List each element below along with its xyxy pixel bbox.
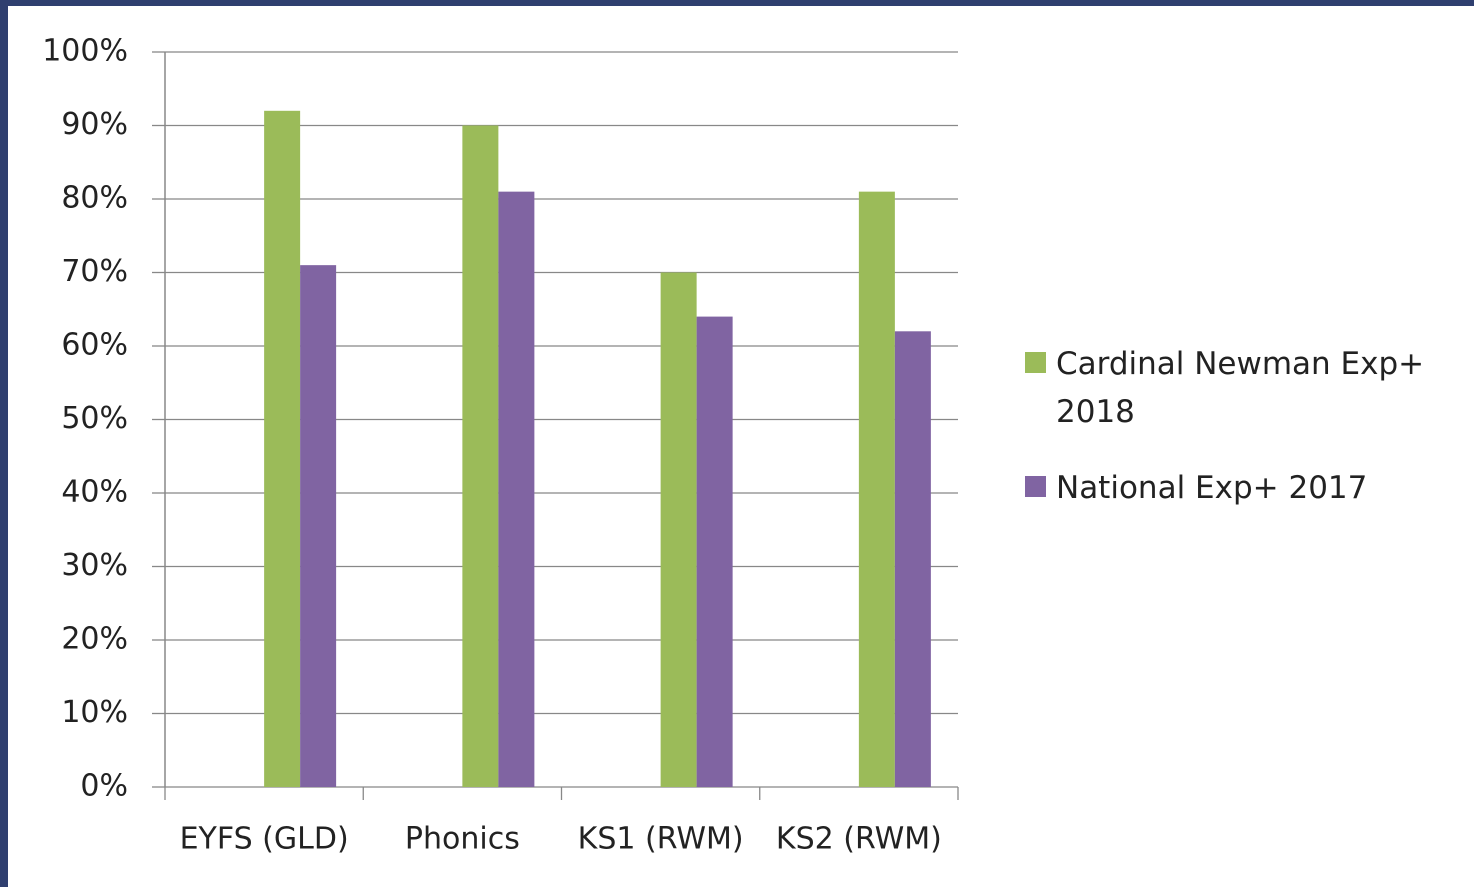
x-tick-label: Phonics [405, 822, 520, 857]
y-tick-label: 100% [42, 34, 128, 69]
y-tick-label: 60% [61, 328, 128, 363]
legend-swatch [1025, 476, 1046, 497]
y-tick-label: 40% [61, 475, 128, 510]
x-tick-label: KS1 (RWM) [578, 822, 744, 857]
bar [660, 272, 697, 787]
y-tick-label: 0% [80, 769, 128, 804]
legend-swatch [1025, 352, 1046, 373]
bar [498, 191, 535, 787]
bar [264, 110, 301, 788]
y-tick-label: 90% [61, 107, 128, 142]
y-tick-label: 10% [61, 695, 128, 730]
bar [300, 265, 337, 787]
x-tick-label: KS2 (RWM) [776, 822, 942, 857]
bar [462, 125, 499, 787]
bar [894, 331, 931, 787]
y-tick-label: 50% [61, 401, 128, 436]
bar [858, 191, 895, 787]
y-tick-label: 30% [61, 548, 128, 583]
y-tick-label: 80% [61, 181, 128, 216]
x-tick-label: EYFS (GLD) [180, 822, 349, 857]
y-tick-label: 20% [61, 622, 128, 657]
legend-label: National Exp+ 2017 [1056, 470, 1368, 506]
legend-label: Cardinal Newman Exp+ 2018 [1056, 346, 1425, 430]
bar [696, 316, 733, 787]
y-tick-label: 70% [61, 254, 128, 289]
chart-frame [8, 6, 1474, 887]
